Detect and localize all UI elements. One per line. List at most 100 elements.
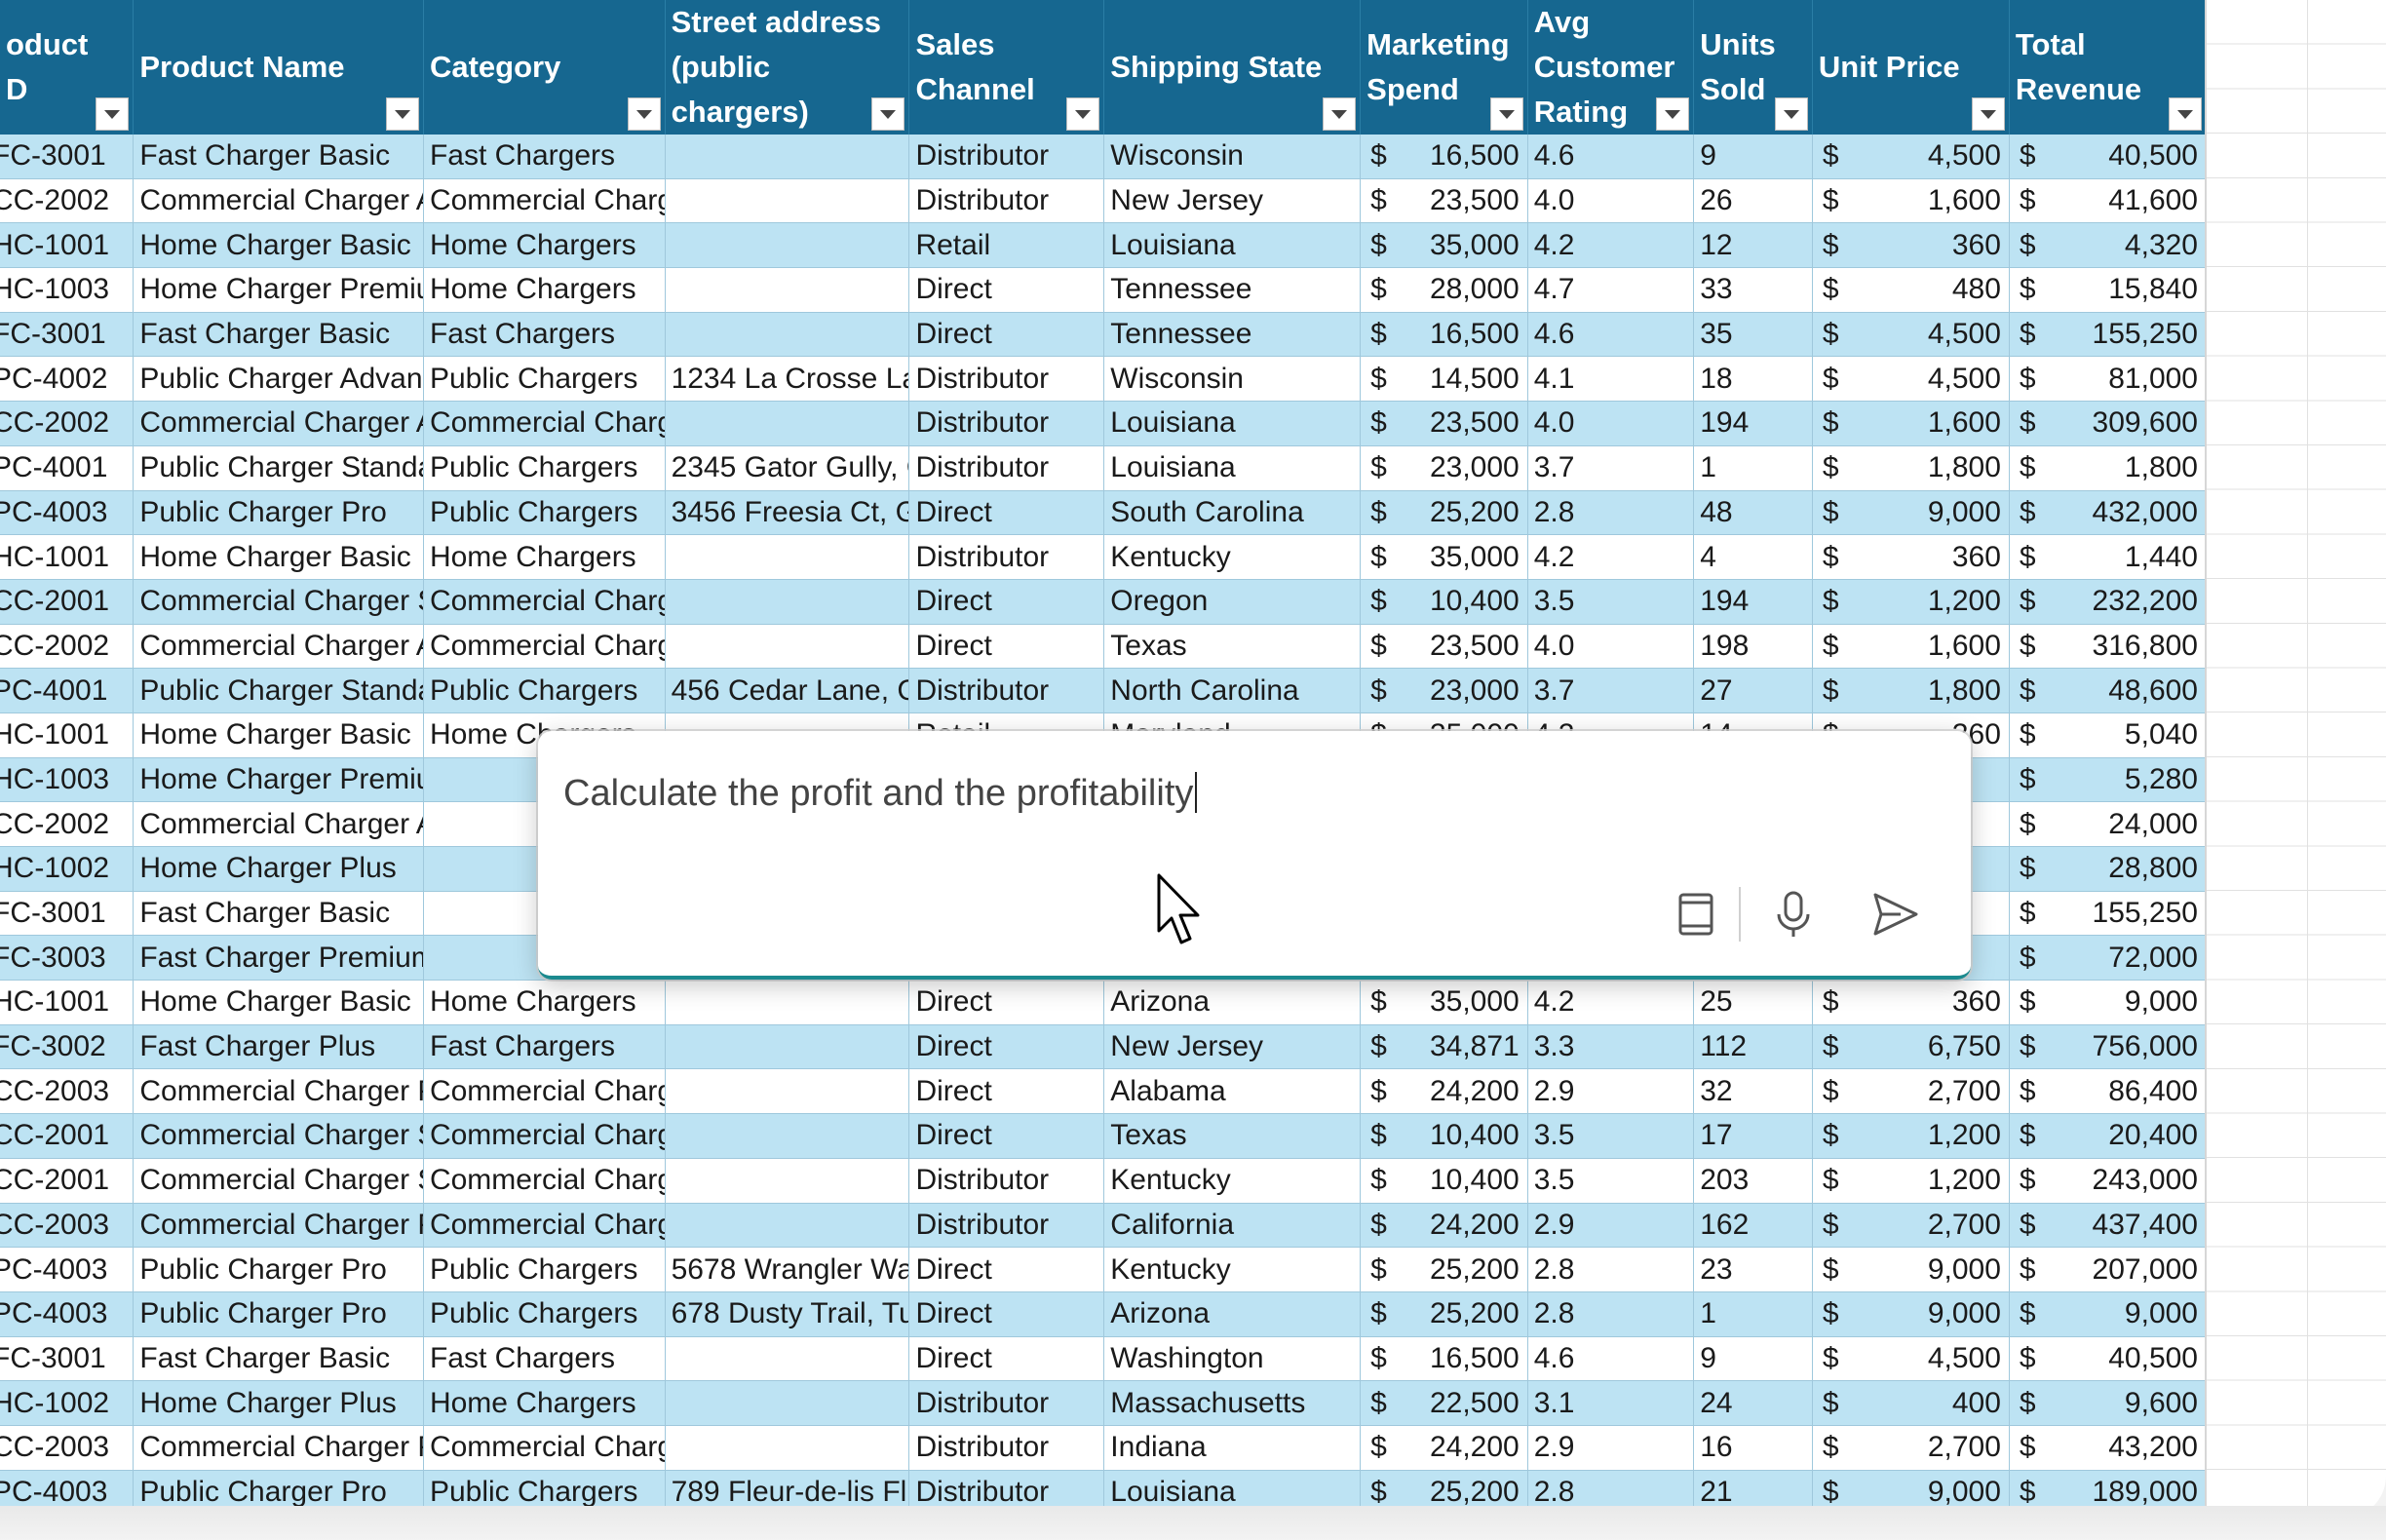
cell-revenue[interactable]: $756,000 [2009, 1024, 2208, 1070]
cell-spend[interactable]: $23,000 [1360, 445, 1528, 491]
cell-price[interactable]: $1,200 [1812, 579, 2010, 625]
cell-category[interactable]: Public Chargers [423, 445, 666, 491]
cell-rating[interactable]: 3.5 [1527, 579, 1695, 625]
cell-state[interactable]: Wisconsin [1103, 356, 1362, 403]
cell-price[interactable]: $6,750 [1812, 1024, 2010, 1070]
cell-rating[interactable]: 2.9 [1527, 1203, 1695, 1249]
cell-category[interactable]: Home Chargers [423, 267, 666, 313]
cell-category[interactable]: Public Chargers [423, 490, 666, 536]
cell-channel[interactable]: Distributor [908, 135, 1105, 179]
cell-spend[interactable]: $10,400 [1360, 1113, 1528, 1159]
cell-category[interactable]: Public Chargers [423, 668, 666, 713]
cell-channel[interactable]: Distributor [908, 1380, 1105, 1426]
cell-state[interactable]: Louisiana [1103, 401, 1362, 446]
cell-id[interactable]: HC-1001 [0, 712, 135, 758]
cell-channel[interactable]: Direct [908, 980, 1105, 1025]
cell-units[interactable]: 198 [1693, 624, 1813, 670]
cell-state[interactable]: California [1103, 1203, 1362, 1249]
cell-category[interactable]: Commercial Chargers [423, 1113, 666, 1159]
cell-name[interactable]: Home Charger Plus [133, 1380, 424, 1426]
filter-dropdown-icon[interactable] [1489, 97, 1523, 131]
cell-state[interactable]: Kentucky [1103, 1247, 1362, 1292]
cell-street[interactable] [665, 222, 910, 269]
cell-units[interactable]: 24 [1693, 1380, 1813, 1426]
cell-id[interactable]: FC-3002 [0, 1024, 135, 1070]
cell-name[interactable]: Public Charger Pro [133, 1247, 424, 1292]
cell-channel[interactable]: Distributor [908, 668, 1105, 713]
cell-name[interactable]: Fast Charger Plus [133, 1024, 424, 1070]
cell-spend[interactable]: $10,400 [1360, 1158, 1528, 1204]
cell-price[interactable]: $2,700 [1812, 1068, 2010, 1115]
filter-dropdown-icon[interactable] [871, 97, 905, 131]
cell-category[interactable]: Commercial Chargers [423, 1158, 666, 1204]
cell-revenue[interactable]: $155,250 [2009, 312, 2208, 358]
cell-price[interactable]: $1,800 [1812, 445, 2010, 491]
cell-rating[interactable]: 4.6 [1527, 312, 1695, 358]
cell-name[interactable]: Commercial Charger Advanced [133, 401, 424, 446]
cell-price[interactable]: $2,700 [1812, 1203, 2010, 1249]
cell-id[interactable]: HC-1002 [0, 846, 135, 892]
cell-rating[interactable]: 2.9 [1527, 1068, 1695, 1115]
cell-rating[interactable]: 3.5 [1527, 1113, 1695, 1159]
cell-category[interactable]: Home Chargers [423, 980, 666, 1025]
cell-state[interactable]: New Jersey [1103, 1024, 1362, 1070]
cell-units[interactable]: 1 [1693, 1291, 1813, 1337]
cell-state[interactable]: Washington [1103, 1336, 1362, 1382]
column-header-street[interactable]: Street address (public chargers) [665, 0, 910, 135]
cell-id[interactable]: FC-3001 [0, 891, 135, 937]
cell-rating[interactable]: 4.0 [1527, 178, 1695, 224]
column-header-revenue[interactable]: Total Revenue [2009, 0, 2208, 135]
cell-spend[interactable]: $22,500 [1360, 1380, 1528, 1426]
cell-channel[interactable]: Direct [908, 1247, 1105, 1292]
cell-channel[interactable]: Distributor [908, 178, 1105, 224]
cell-id[interactable]: HC-1001 [0, 222, 135, 269]
cell-spend[interactable]: $35,000 [1360, 980, 1528, 1025]
cell-state[interactable]: Massachusetts [1103, 1380, 1362, 1426]
cell-state[interactable]: Tennessee [1103, 312, 1362, 358]
cell-channel[interactable]: Direct [908, 1024, 1105, 1070]
cell-price[interactable]: $1,600 [1812, 178, 2010, 224]
filter-dropdown-icon[interactable] [1066, 97, 1100, 131]
cell-channel[interactable]: Distributor [908, 356, 1105, 403]
column-header-units[interactable]: Units Sold [1693, 0, 1813, 135]
cell-revenue[interactable]: $5,280 [2009, 757, 2208, 803]
cell-revenue[interactable]: $437,400 [2009, 1203, 2208, 1249]
cell-channel[interactable]: Direct [908, 1291, 1105, 1337]
cell-id[interactable]: HC-1003 [0, 267, 135, 313]
cell-name[interactable]: Public Charger Advanced [133, 356, 424, 403]
cell-price[interactable]: $2,700 [1812, 1425, 2010, 1471]
cell-id[interactable]: CC-2003 [0, 1203, 135, 1249]
cell-rating[interactable]: 4.6 [1527, 135, 1695, 179]
cell-name[interactable]: Commercial Charger Pro [133, 1068, 424, 1115]
cell-revenue[interactable]: $9,600 [2009, 1380, 2208, 1426]
filter-dropdown-icon[interactable] [1774, 97, 1808, 131]
cell-name[interactable]: Public Charger Pro [133, 490, 424, 536]
cell-id[interactable]: CC-2001 [0, 579, 135, 625]
cell-street[interactable] [665, 534, 910, 580]
cell-street[interactable]: 3456 Freesia Ct, Ge [665, 490, 910, 536]
cell-revenue[interactable]: $81,000 [2009, 356, 2208, 403]
cell-price[interactable]: $1,200 [1812, 1113, 2010, 1159]
cell-price[interactable]: $1,600 [1812, 401, 2010, 446]
cell-street[interactable]: 1234 La Crosse Lar [665, 356, 910, 403]
column-header-id[interactable]: oduct D [0, 0, 135, 135]
cell-price[interactable]: $4,500 [1812, 135, 2010, 179]
cell-id[interactable]: CC-2002 [0, 401, 135, 446]
cell-spend[interactable]: $16,500 [1360, 1336, 1528, 1382]
cell-category[interactable]: Home Chargers [423, 222, 666, 269]
cell-spend[interactable]: $24,200 [1360, 1425, 1528, 1471]
cell-street[interactable] [665, 579, 910, 625]
cell-category[interactable]: Home Chargers [423, 1380, 666, 1426]
cell-spend[interactable]: $24,200 [1360, 1203, 1528, 1249]
cell-revenue[interactable]: $316,800 [2009, 624, 2208, 670]
cell-revenue[interactable]: $28,800 [2009, 846, 2208, 892]
cell-revenue[interactable]: $86,400 [2009, 1068, 2208, 1115]
column-header-rating[interactable]: Avg Customer Rating [1527, 0, 1695, 135]
cell-units[interactable]: 9 [1693, 1336, 1813, 1382]
cell-channel[interactable]: Distributor [908, 1158, 1105, 1204]
cell-channel[interactable]: Direct [908, 1068, 1105, 1115]
cell-price[interactable]: $1,800 [1812, 668, 2010, 713]
cell-category[interactable]: Commercial Chargers [423, 579, 666, 625]
cell-spend[interactable]: $23,500 [1360, 178, 1528, 224]
cell-id[interactable]: CC-2002 [0, 624, 135, 670]
